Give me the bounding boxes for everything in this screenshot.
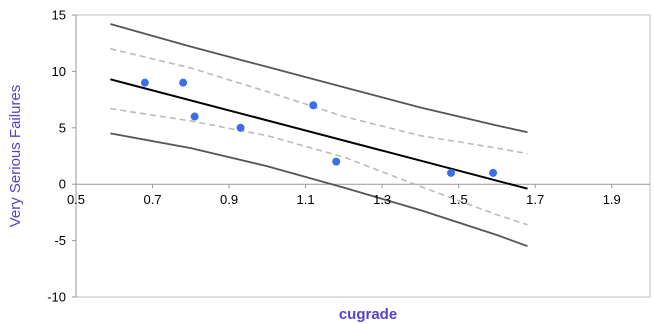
regression-line xyxy=(110,78,528,190)
x-tick-label: 0.5 xyxy=(67,192,85,207)
x-tick-label: 0.9 xyxy=(220,192,238,207)
data-point xyxy=(332,157,341,166)
x-tick-label: 1.3 xyxy=(373,192,391,207)
x-tick-label: 1.9 xyxy=(603,192,621,207)
plot-area xyxy=(75,14,651,298)
data-point xyxy=(140,78,149,87)
data-point xyxy=(489,168,498,177)
fit-lines xyxy=(110,23,528,248)
x-axis-title: cugrade xyxy=(339,306,397,323)
data-point xyxy=(190,112,199,121)
x-tick-label: 1.1 xyxy=(297,192,315,207)
prediction-band-upper xyxy=(110,23,528,134)
plot-border xyxy=(75,14,651,298)
x-tick-label: 1.7 xyxy=(526,192,544,207)
y-tick-label: 0 xyxy=(59,177,66,192)
data-point xyxy=(236,123,245,132)
prediction-band-lower xyxy=(110,132,528,248)
y-tick-label: 10 xyxy=(52,64,66,79)
x-tick-label: 0.7 xyxy=(143,192,161,207)
x-tick-label: 1.5 xyxy=(450,192,468,207)
data-point xyxy=(447,168,456,177)
data-points xyxy=(140,78,498,177)
y-tick-label: 15 xyxy=(52,8,66,23)
y-tick-label: 5 xyxy=(59,120,66,135)
data-point xyxy=(309,101,318,110)
tick-labels: -10 -5 0 5 10 15 0.5 0.7 0.9 1.1 1.3 1.5 1.7 1.9 xyxy=(47,8,621,305)
y-axis-title: Very Serious Failures xyxy=(7,85,24,228)
confidence-band-lower xyxy=(110,107,528,226)
y-tick-label: -5 xyxy=(54,233,66,248)
data-point xyxy=(179,78,188,87)
y-tick-label: -10 xyxy=(47,290,66,305)
confidence-band-upper xyxy=(110,48,528,155)
